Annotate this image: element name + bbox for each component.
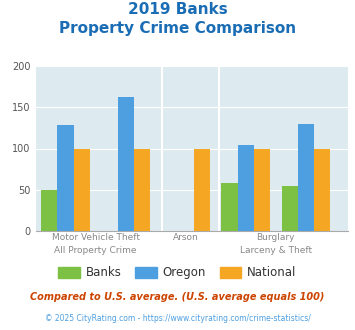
Bar xyxy=(194,148,210,231)
Bar xyxy=(41,190,58,231)
Bar xyxy=(254,148,270,231)
Text: 2019 Banks: 2019 Banks xyxy=(128,2,227,16)
Text: Property Crime Comparison: Property Crime Comparison xyxy=(59,21,296,36)
Text: Compared to U.S. average. (U.S. average equals 100): Compared to U.S. average. (U.S. average … xyxy=(30,292,325,302)
Bar xyxy=(58,124,73,231)
Bar xyxy=(73,148,90,231)
Bar xyxy=(282,185,298,231)
Bar xyxy=(134,148,150,231)
Text: Burglary: Burglary xyxy=(257,233,295,242)
Text: © 2025 CityRating.com - https://www.cityrating.com/crime-statistics/: © 2025 CityRating.com - https://www.city… xyxy=(45,314,310,323)
Bar xyxy=(314,148,330,231)
Bar xyxy=(118,96,134,231)
Text: All Property Crime: All Property Crime xyxy=(54,246,137,255)
Bar xyxy=(237,145,254,231)
Bar xyxy=(222,183,237,231)
Text: Arson: Arson xyxy=(173,233,198,242)
Text: Motor Vehicle Theft: Motor Vehicle Theft xyxy=(51,233,140,242)
Bar xyxy=(298,124,314,231)
Legend: Banks, Oregon, National: Banks, Oregon, National xyxy=(54,262,301,284)
Text: Larceny & Theft: Larceny & Theft xyxy=(240,246,312,255)
